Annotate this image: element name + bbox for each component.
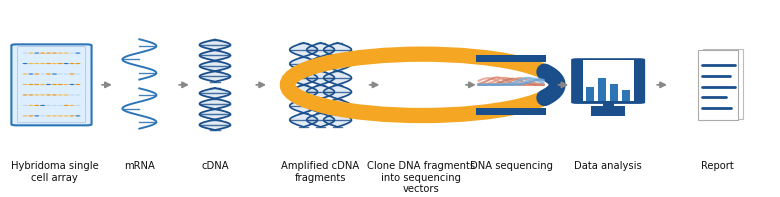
Text: Hybridoma single
cell array: Hybridoma single cell array <box>11 161 98 183</box>
Circle shape <box>51 52 57 54</box>
Circle shape <box>69 52 75 54</box>
Circle shape <box>40 94 45 96</box>
Circle shape <box>46 105 51 106</box>
FancyBboxPatch shape <box>571 58 645 104</box>
Bar <box>476 108 547 115</box>
Circle shape <box>75 94 80 96</box>
Circle shape <box>63 105 69 106</box>
Text: Data analysis: Data analysis <box>574 161 642 171</box>
Circle shape <box>28 73 34 75</box>
Bar <box>622 90 629 101</box>
Text: DNA sequencing: DNA sequencing <box>470 161 553 171</box>
Circle shape <box>40 63 45 64</box>
Circle shape <box>46 115 51 116</box>
Circle shape <box>75 73 80 75</box>
Circle shape <box>46 52 51 54</box>
Circle shape <box>46 94 51 96</box>
Circle shape <box>69 84 75 85</box>
Circle shape <box>51 105 57 106</box>
Circle shape <box>34 84 40 85</box>
Circle shape <box>63 115 69 116</box>
Bar <box>603 101 614 108</box>
Circle shape <box>69 73 75 75</box>
Circle shape <box>63 73 69 75</box>
Circle shape <box>40 73 45 75</box>
Circle shape <box>34 73 40 75</box>
Circle shape <box>69 63 75 64</box>
Circle shape <box>40 84 45 85</box>
Circle shape <box>63 84 69 85</box>
Circle shape <box>34 105 40 106</box>
Circle shape <box>63 94 69 96</box>
Circle shape <box>34 63 40 64</box>
FancyBboxPatch shape <box>12 44 91 125</box>
Circle shape <box>58 63 63 64</box>
Bar <box>583 60 633 101</box>
Circle shape <box>69 105 75 106</box>
Circle shape <box>23 94 28 96</box>
Circle shape <box>28 63 34 64</box>
Circle shape <box>75 63 80 64</box>
Circle shape <box>58 73 63 75</box>
Circle shape <box>28 94 34 96</box>
Circle shape <box>75 52 80 54</box>
Bar <box>586 87 594 101</box>
Circle shape <box>40 105 45 106</box>
Circle shape <box>46 84 51 85</box>
Circle shape <box>40 115 45 116</box>
FancyBboxPatch shape <box>703 49 743 119</box>
Circle shape <box>28 105 34 106</box>
Circle shape <box>34 115 40 116</box>
Circle shape <box>23 105 28 106</box>
Circle shape <box>46 73 51 75</box>
Circle shape <box>40 52 45 54</box>
Circle shape <box>63 52 69 54</box>
Circle shape <box>23 84 28 85</box>
Circle shape <box>51 63 57 64</box>
Circle shape <box>75 115 80 116</box>
Text: Report: Report <box>701 161 734 171</box>
Text: Clone DNA fragments
into sequencing
vectors: Clone DNA fragments into sequencing vect… <box>367 161 475 194</box>
Bar <box>476 62 547 108</box>
Circle shape <box>51 84 57 85</box>
Bar <box>597 78 606 101</box>
Circle shape <box>46 63 51 64</box>
FancyBboxPatch shape <box>18 47 85 123</box>
Circle shape <box>63 63 69 64</box>
Circle shape <box>51 94 57 96</box>
Circle shape <box>34 94 40 96</box>
Circle shape <box>51 115 57 116</box>
Circle shape <box>28 52 34 54</box>
Circle shape <box>23 52 28 54</box>
Circle shape <box>75 105 80 106</box>
Circle shape <box>58 94 63 96</box>
Circle shape <box>23 115 28 116</box>
Circle shape <box>75 84 80 85</box>
Bar <box>476 55 547 62</box>
Circle shape <box>69 115 75 116</box>
FancyBboxPatch shape <box>698 50 739 120</box>
Circle shape <box>51 73 57 75</box>
Text: cDNA: cDNA <box>201 161 229 171</box>
Circle shape <box>58 52 63 54</box>
Text: mRNA: mRNA <box>124 161 154 171</box>
Circle shape <box>58 84 63 85</box>
Circle shape <box>23 63 28 64</box>
Circle shape <box>58 115 63 116</box>
Circle shape <box>58 105 63 106</box>
Circle shape <box>23 73 28 75</box>
Circle shape <box>69 94 75 96</box>
Circle shape <box>28 84 34 85</box>
Circle shape <box>28 115 34 116</box>
Text: Amplified cDNA
fragments: Amplified cDNA fragments <box>282 161 360 183</box>
Bar <box>591 106 625 116</box>
Bar <box>610 84 618 101</box>
Circle shape <box>34 52 40 54</box>
